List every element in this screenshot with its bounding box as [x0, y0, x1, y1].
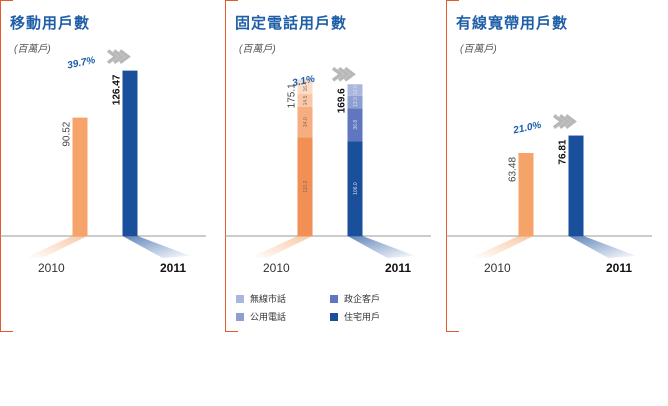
bar: [568, 135, 584, 236]
bar-floor-shadow: [470, 236, 534, 258]
category-label: 2010: [38, 261, 65, 275]
category-label: 2011: [606, 261, 632, 275]
stacked-bar-segment: [347, 108, 363, 142]
fixed-line-legend: 無線市話 政企客戶 公用電話 住宅用戶: [230, 290, 430, 330]
stacked-bar-segment: [297, 94, 313, 107]
stacked-bar-segment: [297, 106, 313, 138]
segment-value-label: 106.0: [353, 182, 359, 195]
bar: [518, 152, 534, 236]
segment-value-label: 14.5: [303, 95, 309, 105]
growth-chevron-icon: [564, 114, 577, 129]
bar-total-label: 175.1: [287, 83, 298, 108]
bar-value-label: 126.47: [112, 74, 123, 105]
legend-swatch: [236, 294, 244, 303]
bar-value-label: 63.48: [508, 157, 519, 182]
growth-chevron-icon: [331, 66, 344, 82]
growth-chevron-icon: [558, 114, 571, 129]
panel-title: 固定電話用戶數: [235, 15, 348, 32]
bar: [72, 117, 88, 236]
mobile-subscribers-panel: 移動用戶數 (百萬戶) 2010 2011 90.52 126.47 39.7%: [0, 0, 210, 332]
growth-chevron-icon: [106, 49, 119, 65]
category-label: 2010: [263, 261, 290, 275]
broadband-subscribers-chart: 2010 2011 63.48 76.81 21.0%: [446, 114, 652, 275]
panel-title: 移動用戶數: [10, 15, 91, 32]
segment-value-label: 36.8: [353, 120, 359, 130]
fixed-line-subscribers-chart: 2010 2011 110.2 34.0 14.5 16.4 175.1 106.0 36.8 1…: [225, 66, 431, 275]
legend-item: 公用電話: [236, 310, 286, 323]
bar-value-label: 90.52: [62, 121, 73, 146]
broadband-subscribers-panel: 有線寬帶用戶數 (百萬戶) 2010 2011 63.48 76.81 21.0%: [446, 0, 656, 332]
legend-label: 政企客戶: [344, 294, 381, 304]
bar-value-label: 76.81: [558, 139, 569, 164]
category-label: 2011: [385, 261, 411, 275]
category-label: 2011: [160, 261, 186, 275]
panel-unit: (百萬戶): [460, 44, 497, 55]
growth-chevron-icon: [337, 66, 350, 82]
legend-item: 無線市話: [236, 292, 286, 305]
stacked-bar-segment: [347, 141, 363, 236]
bar-floor-shadow: [568, 236, 637, 258]
legend-item: 政企客戶: [330, 292, 380, 305]
growth-chevron-icon: [552, 114, 565, 129]
legend-label: 公用電話: [250, 312, 287, 322]
segment-value-label: 16.4: [303, 82, 309, 92]
legend-swatch: [330, 294, 338, 303]
growth-rate-label: 3.1%: [291, 74, 316, 90]
bar-total-label: 169.6: [337, 88, 348, 113]
growth-chevron-icon: [343, 66, 356, 82]
bar-floor-shadow: [122, 236, 191, 258]
stacked-bar-segment: [347, 84, 363, 96]
panel-bracket: [0, 0, 13, 332]
stacked-bar-segment: [297, 79, 313, 95]
bar: [122, 70, 138, 237]
stacked-bar-segment: [347, 95, 363, 109]
legend-label: 無線市話: [250, 294, 287, 304]
bar-floor-shadow: [24, 236, 88, 258]
segment-value-label: 12.9: [353, 85, 359, 95]
segment-value-label: 13.9: [353, 97, 359, 107]
panel-title: 有線寬帶用戶數: [456, 15, 569, 32]
growth-chevron-icon: [118, 49, 131, 65]
growth-chevron-icon: [112, 49, 125, 65]
fixed-line-subscribers-panel: 固定電話用戶數 (百萬戶) 2010 2011 110.2 34.0 14.5 16.4 1…: [225, 0, 435, 332]
mobile-subscribers-chart: 2010 2011 90.52 126.47 39.7%: [0, 49, 206, 275]
panel-unit: (百萬戶): [239, 44, 276, 55]
panel-unit: (百萬戶): [14, 44, 51, 55]
legend-swatch: [330, 312, 338, 321]
segment-value-label: 34.0: [303, 117, 309, 127]
bar-floor-shadow: [347, 236, 416, 258]
segment-value-label: 110.2: [303, 180, 309, 192]
panel-bracket: [446, 0, 459, 332]
legend-item: 住宅用戶: [330, 310, 380, 323]
legend-swatch: [236, 312, 244, 321]
stacked-bar-segment: [297, 137, 313, 236]
panel-bracket: [225, 0, 238, 332]
growth-rate-label: 21.0%: [511, 120, 542, 137]
legend-label: 住宅用戶: [344, 312, 381, 322]
category-label: 2010: [484, 261, 511, 275]
bar-floor-shadow: [249, 236, 313, 258]
growth-rate-label: 39.7%: [66, 55, 96, 72]
